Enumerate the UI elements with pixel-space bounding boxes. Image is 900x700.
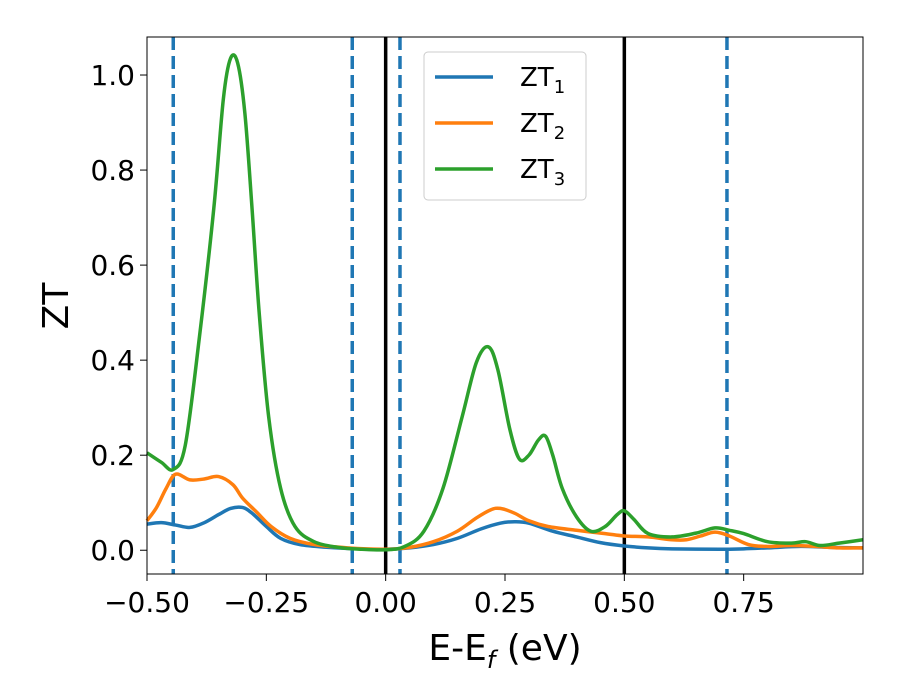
x-tick-label: −0.25	[223, 586, 309, 619]
series-line-3	[146, 53, 864, 552]
x-tick-label: 0.75	[712, 586, 774, 619]
series-line-2	[145, 472, 864, 552]
y-tick-label: 1.0	[90, 59, 135, 92]
y-tick-label: 0.6	[90, 249, 135, 282]
y-axis-ticks: 0.0 0.2 0.4 0.6 0.8 1.0	[90, 59, 147, 567]
y-tick-label: 0.4	[90, 344, 135, 377]
y-tick-label: 0.8	[90, 154, 135, 187]
legend-box	[423, 51, 587, 201]
legend: ZT1 ZT2 ZT3	[423, 51, 587, 201]
x-axis-label: E-Ef (eV)	[428, 628, 581, 674]
x-axis-ticks: −0.50 −0.25 0.00 0.25 0.50 0.75	[104, 574, 775, 619]
y-axis-label: ZT	[36, 282, 77, 330]
legend-label-2: ZT2	[520, 109, 565, 144]
series-line-1	[146, 505, 864, 552]
y-tick-label: 0.2	[90, 439, 135, 472]
x-tick-label: 0.25	[474, 586, 536, 619]
y-tick-label: 0.0	[90, 534, 135, 567]
x-tick-label: −0.50	[104, 586, 190, 619]
reference-lines	[171, 37, 729, 574]
x-tick-label: 0.50	[593, 586, 655, 619]
series-lines	[145, 53, 864, 552]
legend-label-3: ZT3	[520, 155, 565, 190]
legend-label-1: ZT1	[520, 63, 565, 98]
x-tick-label: 0.00	[354, 586, 416, 619]
